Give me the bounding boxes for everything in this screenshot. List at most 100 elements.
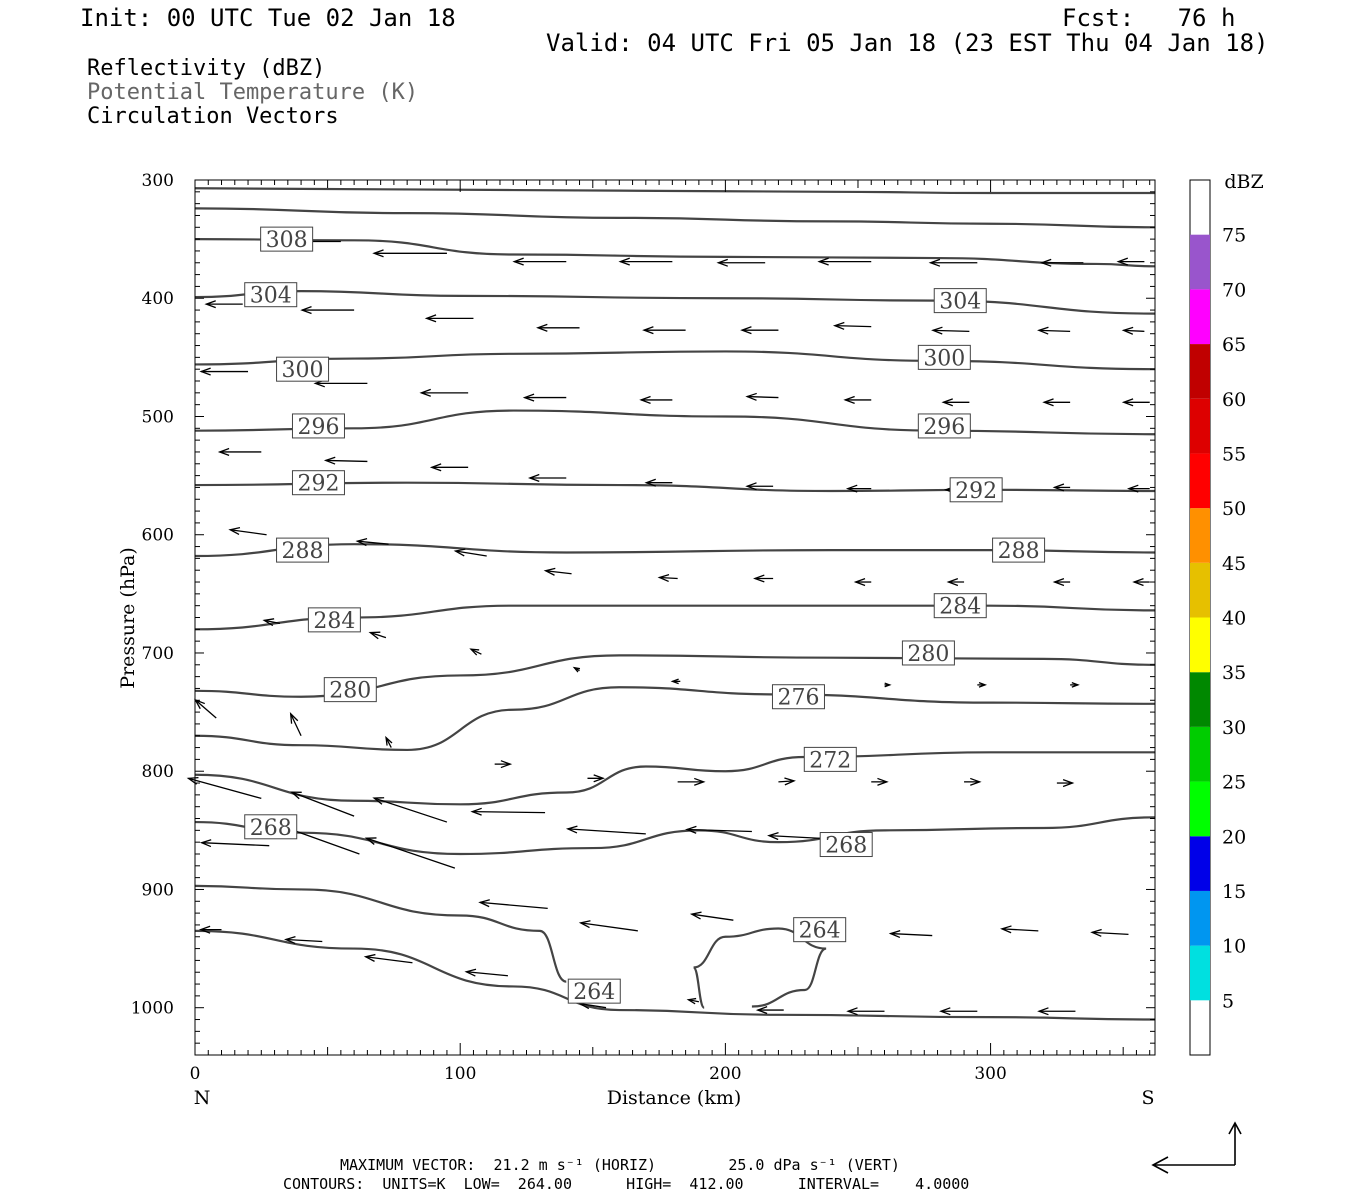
isentrope-label-text: 264	[799, 919, 841, 944]
circulation-vector-8	[1116, 257, 1145, 266]
isentrope-label-text: 268	[250, 816, 292, 841]
circulation-vector-15	[832, 321, 872, 330]
circulation-vector-14	[740, 326, 779, 335]
circulation-vector-72	[565, 825, 646, 835]
isentrope-label-text: 288	[282, 539, 324, 564]
isentrope-264-14	[194, 884, 567, 983]
circulation-vector-86	[284, 935, 323, 945]
isentrope-label-layer: 308 304 304 300 300 296 296 292 292 288 288 284 284 2…	[244, 226, 1046, 1005]
circulation-vector-93	[939, 1007, 978, 1016]
reference-vector-icon	[1151, 1121, 1242, 1174]
circulation-vector-13	[642, 326, 686, 335]
colorbar-swatch-11	[1190, 344, 1210, 399]
circulation-vector-88	[464, 968, 508, 977]
circulation-vector-23	[639, 395, 673, 404]
isentrope-label-16: 272	[803, 746, 857, 773]
circulation-vector-56	[977, 682, 988, 688]
circulation-vector-16	[931, 326, 970, 335]
circulation-vector-80	[689, 911, 734, 921]
y-axis-title: Pressure (hPa)	[117, 547, 139, 689]
circulation-vector-51	[469, 648, 482, 656]
circulation-vector-90	[686, 997, 699, 1005]
y-tick-label-2: 500	[142, 407, 174, 427]
isentrope-label-text: 292	[955, 479, 997, 504]
isentrope-label-text: 264	[573, 980, 615, 1005]
field-legend-vectors: Circulation Vectors	[87, 104, 339, 129]
x-axis-end-left: N	[194, 1087, 211, 1109]
circulation-vector-94	[1037, 1007, 1076, 1016]
circulation-vector-25	[843, 395, 872, 404]
circulation-vector-28	[1121, 398, 1150, 407]
circulation-vector-75	[199, 839, 270, 848]
colorbar-swatch-13	[1190, 234, 1210, 290]
isentrope-label-15: 276	[771, 684, 825, 711]
circulation-vector-5	[817, 257, 872, 266]
colorbar-swatch-8	[1190, 508, 1210, 563]
circulation-vector-71	[470, 807, 546, 816]
circulation-vector-69	[289, 791, 355, 817]
circulation-vector-33	[644, 478, 673, 487]
circulation-vector-85	[198, 925, 222, 934]
circulation-vector-46	[946, 577, 965, 587]
isentrope-label-text: 292	[297, 472, 339, 497]
circulation-vector-60	[385, 735, 393, 748]
circulation-vector-1	[372, 249, 447, 258]
y-tick-label-7: 1000	[131, 999, 174, 1019]
isentrope-label-11: 284	[307, 607, 361, 634]
isentrope-label-0: 308	[260, 226, 314, 253]
isentrope-label-text: 304	[939, 290, 981, 315]
circulation-vector-73	[685, 825, 752, 834]
isentrope-label-text: 300	[923, 346, 965, 371]
isentrope-label-text: 296	[297, 415, 339, 440]
circulation-vector-43	[657, 573, 678, 583]
x-tick-label-2: 200	[709, 1064, 741, 1084]
colorbar-level-25: 25	[1222, 772, 1246, 794]
circulation-vector-84	[1090, 928, 1129, 937]
x-tick-label-1: 100	[444, 1064, 476, 1084]
colorbar-swatch-1	[1190, 890, 1210, 946]
circulation-vector-87	[363, 953, 413, 964]
circulation-vector-49	[262, 618, 280, 627]
isentrope-label-text: 280	[329, 679, 371, 704]
colorbar-swatch-12	[1190, 289, 1210, 345]
colorbar-swatch-9	[1190, 453, 1210, 509]
colorbar-level-55: 55	[1222, 443, 1246, 465]
circulation-vector-42	[543, 567, 572, 576]
isentrope-label-text: 268	[825, 834, 867, 859]
circulation-vector-48	[1132, 577, 1150, 587]
circulation-vector-30	[323, 456, 368, 465]
isentrope-label-4: 300	[917, 344, 971, 371]
colorbar-swatch-4	[1190, 726, 1210, 782]
circulation-vector-61	[494, 760, 513, 769]
y-tick-label-3: 600	[142, 526, 174, 546]
circulation-vector-55	[884, 682, 892, 688]
circulation-vector-21	[419, 388, 469, 397]
circulation-vector-58	[193, 698, 217, 719]
isentrope-label-text: 284	[939, 595, 981, 620]
isentrope-label-9: 288	[276, 537, 330, 564]
colorbar-unit: dBZ	[1224, 171, 1263, 193]
isentrope-label-2: 304	[933, 288, 987, 315]
isentrope-label-12: 284	[933, 593, 987, 620]
colorbar-level-50: 50	[1222, 498, 1246, 520]
isentrope-label-text: 300	[282, 358, 324, 383]
circulation-vector-92	[846, 1007, 885, 1016]
max-vector-footer: MAXIMUM VECTOR: 21.2 m s⁻¹ (HORIZ) 25.0 …	[340, 1156, 900, 1174]
circulation-vector-67	[1056, 779, 1075, 788]
isentrope-label-1: 304	[244, 282, 298, 309]
circulation-vector-41	[453, 548, 487, 557]
colorbar-level-60: 60	[1222, 389, 1246, 411]
x-axis-title: Distance (km)	[607, 1087, 742, 1109]
circulation-vector-6	[928, 258, 978, 267]
circulation-vector-4	[716, 258, 766, 267]
circulation-vector-47	[1052, 577, 1071, 587]
contour-info-footer: CONTOURS: UNITS=K LOW= 264.00 HIGH= 412.…	[283, 1175, 970, 1193]
isentrope-label-text: 296	[923, 415, 965, 440]
isentrope-264-13	[194, 929, 1156, 1021]
circulation-vector-40	[355, 538, 389, 547]
colorbar-level-35: 35	[1222, 662, 1246, 684]
circulation-vector-37	[1052, 483, 1071, 492]
x-tick-label-0: 0	[190, 1064, 201, 1084]
colorbar-swatch-6	[1190, 617, 1210, 673]
isentrope-label-text: 304	[250, 284, 292, 309]
